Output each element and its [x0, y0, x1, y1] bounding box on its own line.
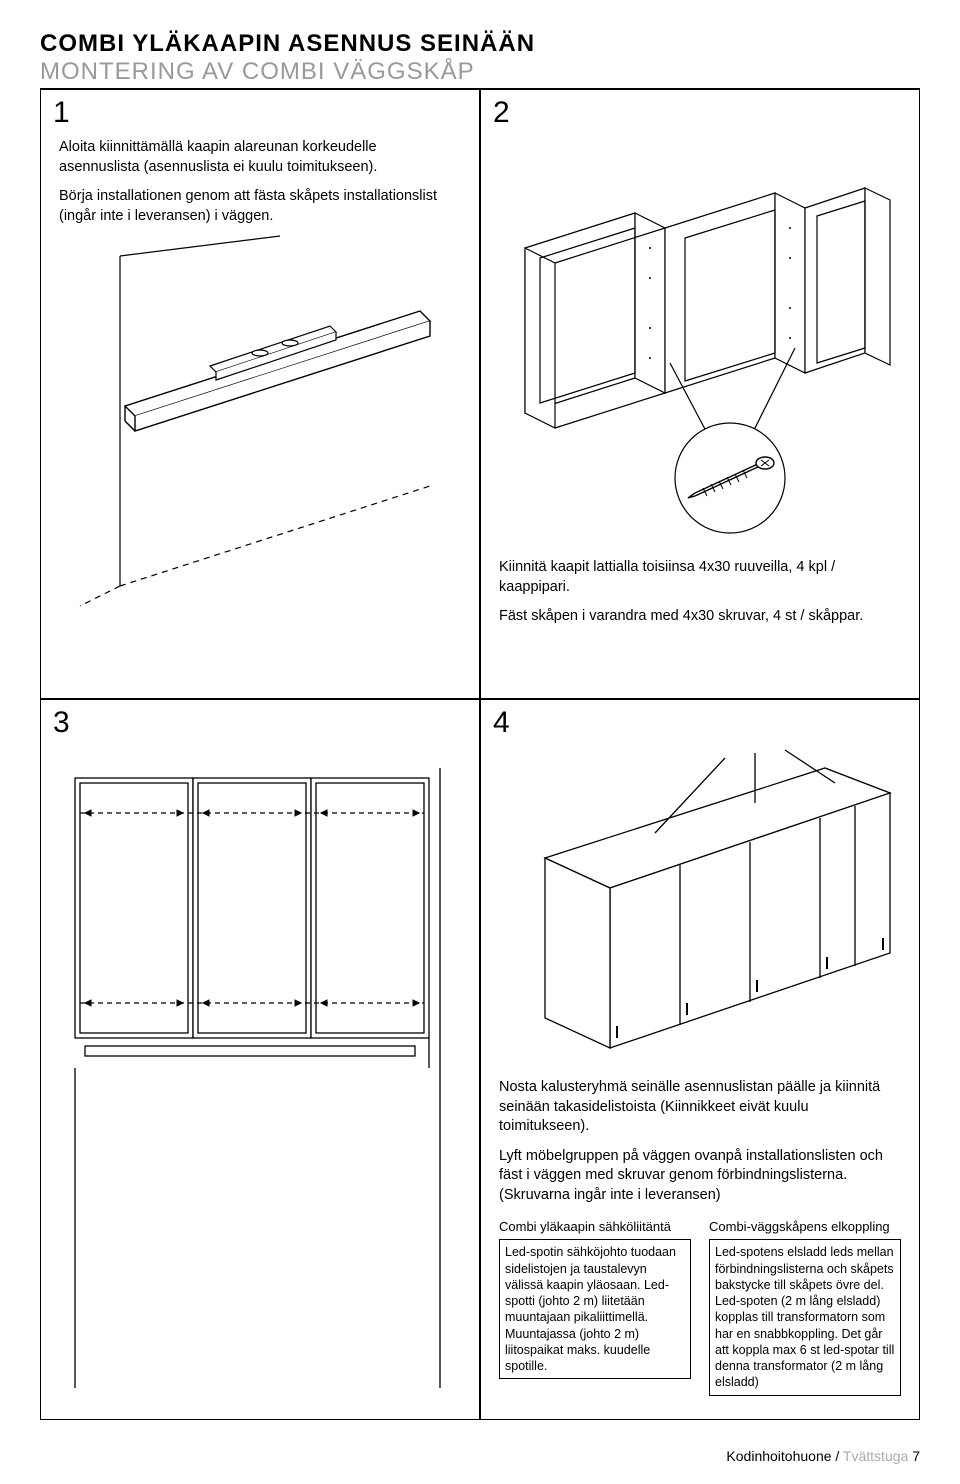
page-footer: Kodinhoitohuone / Tvättstuga 7	[0, 1430, 960, 1484]
step3-diagram	[53, 768, 467, 1408]
title-main: COMBI YLÄKAAPIN ASENNUS SEINÄÄN	[40, 30, 920, 58]
step-number: 4	[493, 708, 907, 738]
step1-diagram	[53, 226, 467, 626]
step-3: 3	[41, 699, 480, 1419]
steps-grid: 1 Aloita kiinnittämällä kaapin alareunan…	[40, 89, 920, 1420]
footer-page-number: 7	[912, 1448, 920, 1464]
title-sub: MONTERING AV COMBI VÄGGSKÅP	[40, 58, 920, 89]
footer-section-light: Tvättstuga	[839, 1448, 912, 1464]
elec-col-fi: Combi yläkaapin sähköliitäntä Led-spotin…	[499, 1219, 691, 1395]
step-number: 3	[53, 708, 467, 738]
elec-body-sv: Led-spotens elsladd leds mellan förbindn…	[709, 1239, 901, 1395]
step4-text-sv: Lyft möbelgruppen på väggen ovanpå insta…	[499, 1147, 901, 1206]
elec-title-fi: Combi yläkaapin sähköliitäntä	[499, 1219, 691, 1236]
elec-title-sv: Combi-väggskåpens elkoppling	[709, 1219, 901, 1236]
step-2: 2	[480, 89, 919, 699]
step-4: 4	[480, 699, 919, 1419]
step2-text-sv: Fäst skåpen i varandra med 4x30 skruvar,…	[499, 607, 901, 627]
step-number: 2	[493, 98, 907, 128]
step-number: 1	[53, 98, 467, 128]
step2-text-fi: Kiinnitä kaapit lattialla toisiinsa 4x30…	[499, 558, 901, 597]
elec-col-sv: Combi-väggskåpens elkoppling Led-spotens…	[709, 1219, 901, 1395]
step4-diagram	[493, 738, 907, 1068]
step2-diagram	[493, 128, 907, 548]
step1-text-fi: Aloita kiinnittämällä kaapin alareunan k…	[59, 138, 461, 177]
footer-section: Kodinhoitohuone /	[726, 1448, 839, 1464]
elec-body-fi: Led-spotin sähköjohto tuodaan sidelistoj…	[499, 1239, 691, 1379]
step1-text-sv: Börja installationen genom att fästa skå…	[59, 187, 461, 226]
step4-text-fi: Nosta kalusteryhmä seinälle asennuslista…	[499, 1078, 901, 1137]
step-1: 1 Aloita kiinnittämällä kaapin alareunan…	[41, 89, 480, 699]
electrical-info: Combi yläkaapin sähköliitäntä Led-spotin…	[499, 1219, 901, 1395]
